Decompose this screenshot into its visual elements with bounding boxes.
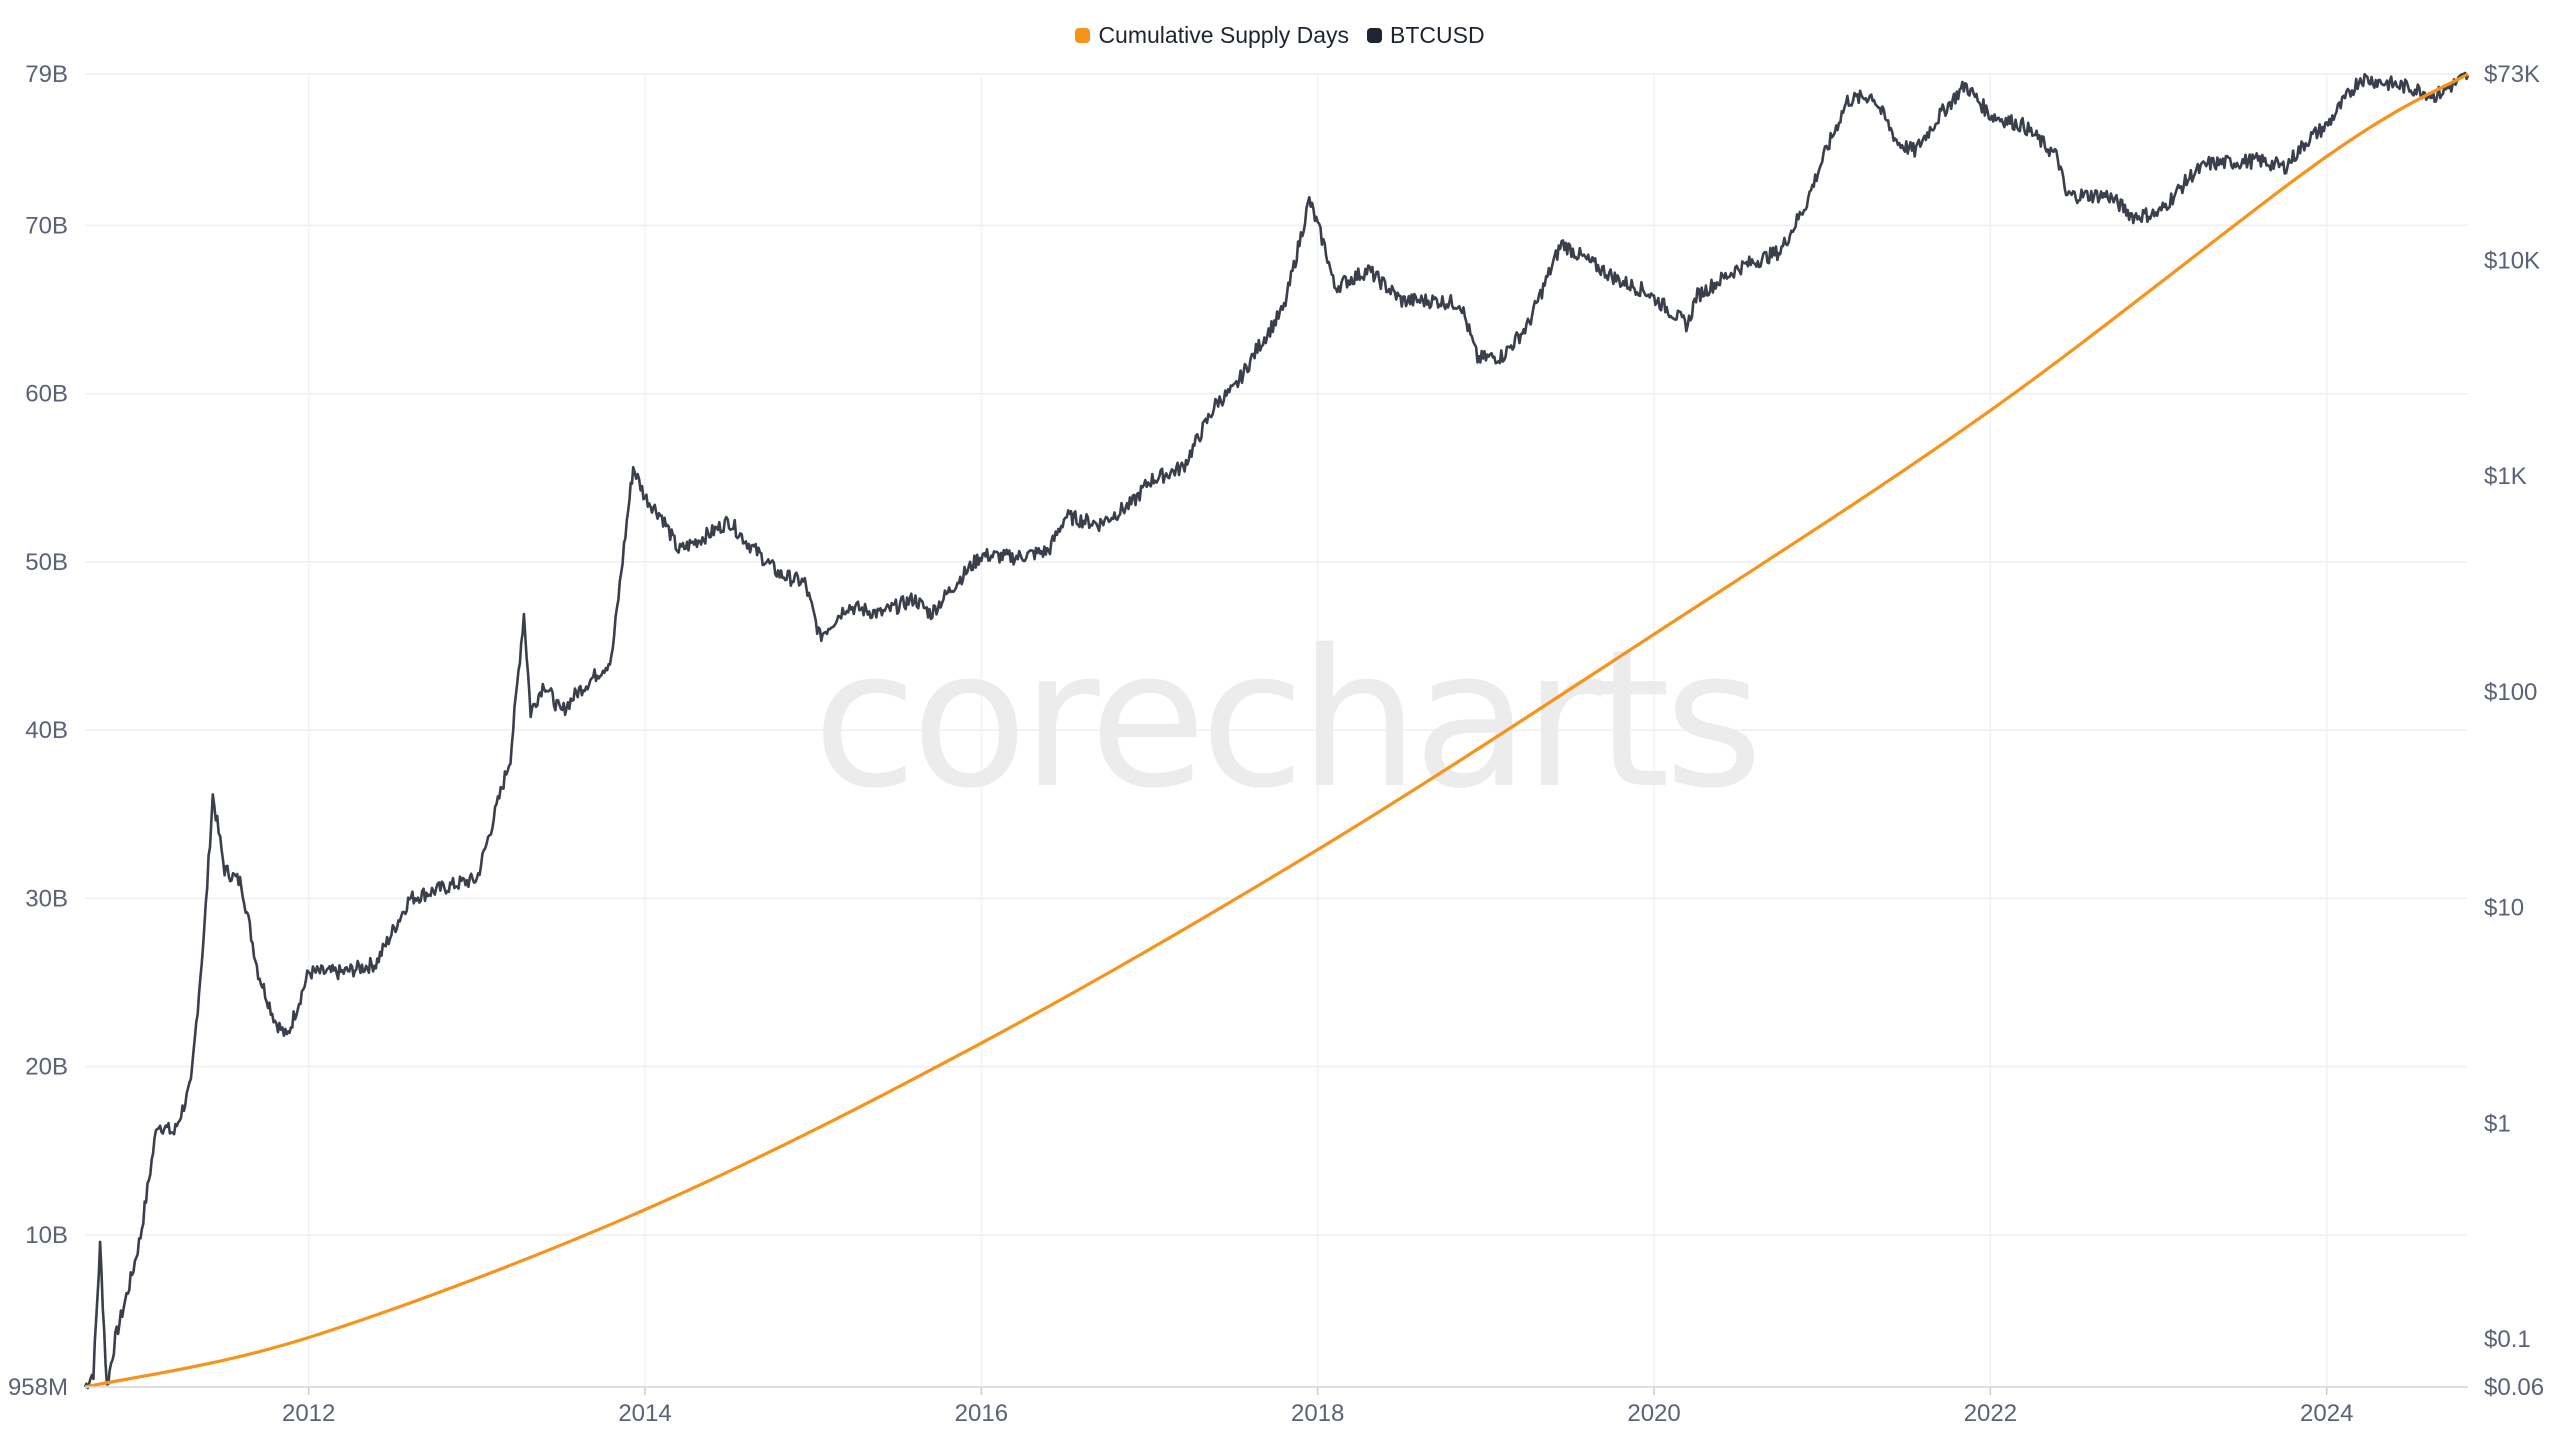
x-tick-label: 2024	[2300, 1400, 2353, 1427]
y-right-tick-label: $1	[2484, 1110, 2511, 1137]
y-left-tick-label: 10B	[25, 1222, 68, 1249]
axes: 958M 10B 20B 30B 40B 50B 60B 70B 79B $0.06 $0.1 $1 $…	[8, 61, 2544, 1427]
x-tick-label: 2014	[618, 1400, 671, 1427]
legend-swatch-orange	[1075, 28, 1091, 43]
y-left-tick-label: 60B	[25, 381, 68, 408]
x-tick-label: 2020	[1627, 1400, 1680, 1427]
x-tick-label: 2012	[282, 1400, 335, 1427]
y-right-tick-label: $100	[2484, 679, 2537, 706]
legend-label: Cumulative Supply Days	[1098, 22, 1349, 48]
y-left-tick-label: 40B	[25, 717, 68, 744]
legend-swatch-dark	[1367, 28, 1382, 43]
y-left-tick-label: 958M	[8, 1374, 68, 1401]
y-right-tick-label: $1K	[2484, 463, 2527, 490]
y-left-tick-label: 20B	[25, 1054, 68, 1081]
legend-item-cumulative-supply-days[interactable]: Cumulative Supply Days	[1075, 22, 1349, 49]
y-right-tick-label: $73K	[2484, 61, 2540, 88]
y-right-tick-label: $0.06	[2484, 1374, 2544, 1401]
x-tick-label: 2016	[955, 1400, 1008, 1427]
legend-label: BTCUSD	[1390, 22, 1485, 48]
watermark: corecharts	[813, 609, 1757, 830]
x-tick-label: 2022	[1964, 1400, 2017, 1427]
y-left-tick-label: 79B	[25, 61, 68, 88]
chart-legend: Cumulative Supply Days BTCUSD	[0, 22, 2560, 49]
y-left-tick-label: 50B	[25, 549, 68, 576]
x-tick-label: 2018	[1291, 1400, 1344, 1427]
btcusd-line	[83, 71, 2470, 1390]
y-right-tick-label: $0.1	[2484, 1326, 2531, 1353]
cumulative-supply-days-line	[84, 72, 2469, 1389]
series-layer	[83, 71, 2470, 1390]
y-left-tick-label: 30B	[25, 885, 68, 912]
legend-item-btcusd[interactable]: BTCUSD	[1367, 22, 1485, 49]
y-right-tick-label: $10K	[2484, 247, 2540, 274]
y-left-tick-label: 70B	[25, 212, 68, 239]
y-right-tick-label: $10	[2484, 895, 2524, 922]
